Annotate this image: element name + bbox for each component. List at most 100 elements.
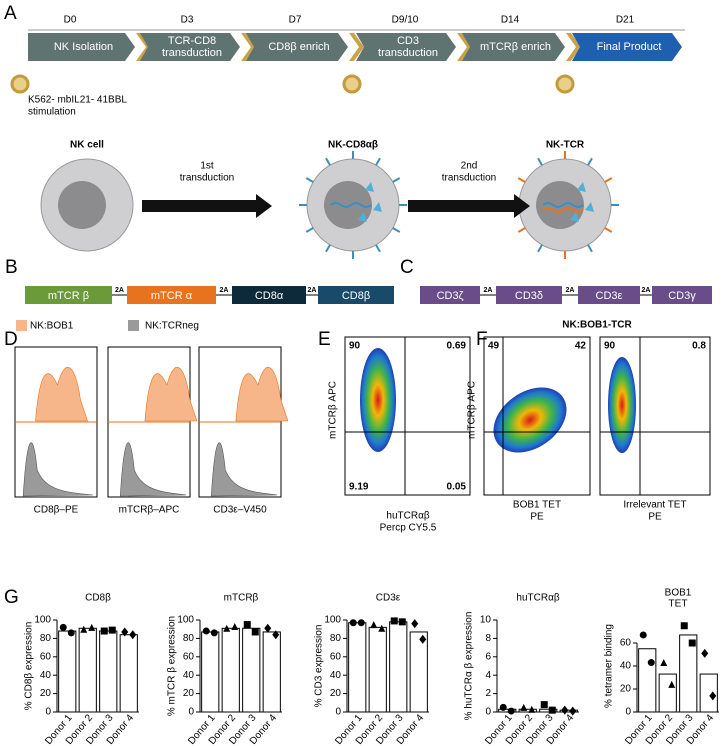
receptor (537, 157, 543, 166)
receptor (325, 244, 331, 253)
donor-point (528, 705, 536, 713)
receptor (392, 227, 401, 233)
donor-point (561, 705, 569, 715)
chart-title: TET (669, 599, 688, 610)
histogram-positive (144, 367, 198, 422)
bar (559, 709, 578, 713)
bar (99, 630, 118, 713)
axis-label: CD3ε–V450 (213, 505, 267, 516)
chart-title: CD3ε (376, 593, 401, 604)
donor-point (499, 703, 507, 711)
donor-point (398, 618, 406, 626)
timeline-step (140, 33, 240, 61)
quadrant-value: 49 (488, 341, 500, 352)
chart-title: BOB1 (665, 588, 692, 599)
day-label: D3 (181, 15, 194, 26)
y-tick-label: 0 (485, 707, 491, 718)
axis-label: huTCRαβ (386, 511, 429, 522)
y-tick-label: 80 (183, 633, 195, 644)
chart-title: mTCRβ (224, 593, 259, 604)
stimulation-bead (342, 74, 362, 94)
axis-label: Irrelevant TET (623, 500, 686, 511)
linker-label: 2A (220, 287, 229, 294)
axis-label: mTCRβ APC (328, 381, 339, 439)
dna (330, 202, 372, 208)
bar (58, 630, 77, 713)
donor-point (88, 623, 96, 631)
donor-point (59, 623, 67, 631)
donor-point (378, 624, 386, 632)
step-label: CD3 (397, 35, 419, 47)
day-label: D0 (64, 15, 77, 26)
y-axis-label: % CD8β expression (24, 622, 35, 711)
receptor (305, 227, 314, 233)
donor-point (357, 619, 365, 627)
y-tick-label: 0 (188, 707, 194, 718)
construct-segment (496, 286, 562, 304)
arrow (408, 194, 530, 218)
donor-point (272, 630, 280, 640)
cell-label: NK-CD8αβ (328, 140, 378, 151)
density-cloud (608, 357, 636, 453)
donor-point (251, 628, 259, 636)
y-tick-label: 0 (335, 707, 341, 718)
panel-letter: D (4, 329, 18, 350)
bar (539, 708, 558, 713)
axis-label: CD8β–PE (34, 505, 79, 516)
quadrant-value: 0.8 (692, 341, 706, 352)
donor-point (639, 631, 647, 639)
receptor (392, 177, 401, 183)
y-tick-label: 100 (324, 615, 341, 626)
y-tick-label: 20 (620, 684, 632, 695)
y-tick-label: 20 (183, 688, 195, 699)
donor-point (647, 659, 655, 667)
construct-segment (578, 286, 640, 304)
arrow-label: 1st (200, 161, 214, 172)
axis-label: Percp CY5.5 (380, 523, 437, 534)
cytoplasm-protein (577, 182, 586, 192)
y-tick-label: 8 (485, 633, 491, 644)
donor-point (243, 621, 251, 629)
quadrant-value: 0.69 (447, 341, 467, 352)
y-axis-label: % tetramer binding (604, 624, 615, 708)
y-tick-label: 10 (480, 615, 492, 626)
timeline-step (28, 33, 135, 61)
linker-label: 2A (566, 287, 575, 294)
bar (242, 627, 261, 713)
segment-label: mTCR β (48, 290, 89, 302)
cytoplasm-protein (365, 182, 374, 192)
day-label: D7 (289, 15, 302, 26)
stimulation-label: K562- mbIL21- 41BBL (28, 95, 127, 106)
construct-segment (318, 286, 394, 304)
bar (638, 648, 657, 713)
donor-point (660, 659, 668, 667)
dna (542, 202, 584, 208)
histogram-positive (35, 367, 88, 422)
plot-frame (599, 336, 711, 496)
y-tick-label: 40 (183, 670, 195, 681)
bar (221, 627, 240, 713)
y-tick-label: 40 (330, 670, 342, 681)
donor-point (701, 648, 709, 658)
axis-label: PE (648, 512, 662, 523)
donor-point (540, 701, 548, 709)
y-axis-label: % huTCRα β expression (464, 612, 475, 721)
segment-label: mTCR α (151, 290, 193, 302)
cytoplasm-protein (570, 212, 579, 222)
donor-point (668, 680, 676, 688)
plot-frame (483, 336, 591, 496)
donor-point (419, 634, 427, 644)
histogram-negative (22, 442, 94, 497)
y-tick-label: 60 (620, 638, 632, 649)
panel-letter: B (5, 257, 18, 278)
y-tick-label: 40 (40, 670, 52, 681)
step-chevron (241, 33, 256, 61)
step-label: NK Isolation (54, 41, 113, 53)
timeline-step (356, 33, 456, 61)
construct-segment (652, 286, 712, 304)
axis-label: PE (530, 512, 544, 523)
construct-segment (420, 286, 480, 304)
bar (679, 634, 698, 713)
cytoplasm-protein (373, 202, 382, 212)
quadrant-value: 42 (575, 341, 587, 352)
